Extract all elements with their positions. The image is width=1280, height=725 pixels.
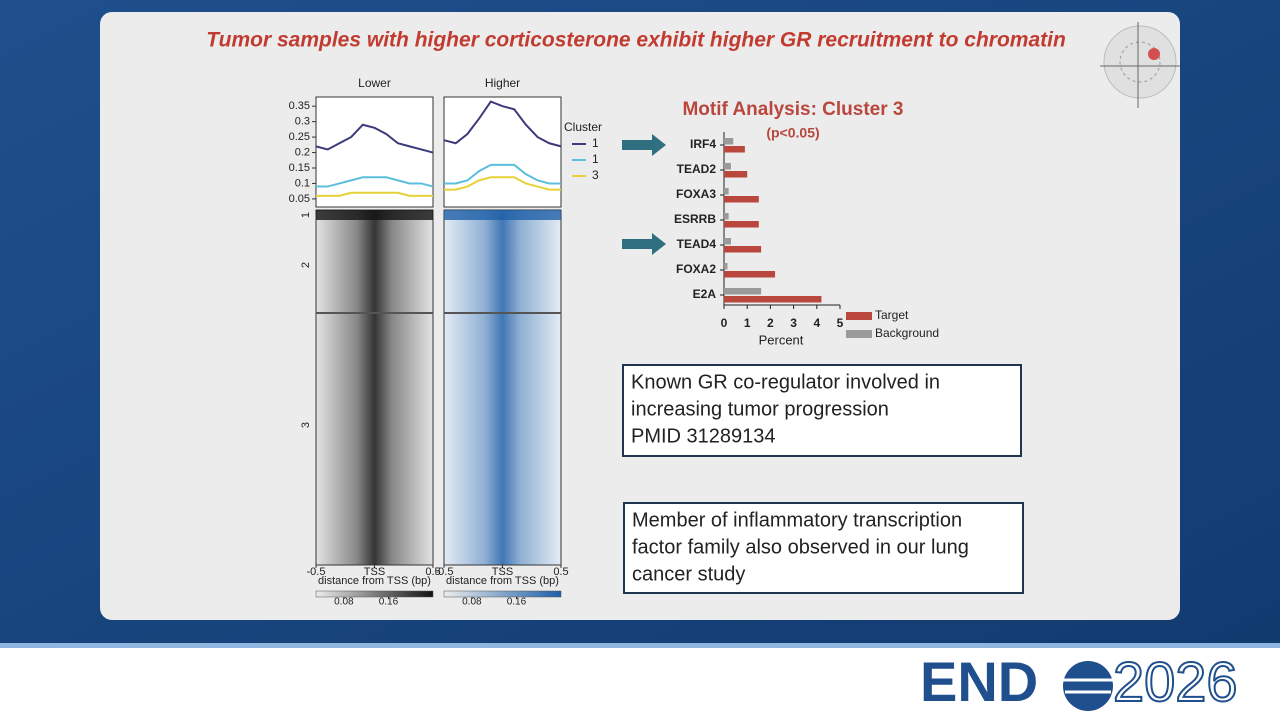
legend-label: Background [875,326,939,340]
colorbar [315,590,434,598]
y-tick-label: 0.15 [289,162,310,174]
x-tick-label: 4 [813,316,820,330]
slide-title: Tumor samples with higher corticosterone… [206,29,1066,52]
x-tick-label: TSS [364,566,385,578]
y-tick-label: 0.05 [289,193,310,205]
colorbar-tick-label: 0.16 [379,597,399,608]
y-tick-label: 0.35 [289,100,310,112]
x-tick-label: 0 [721,316,728,330]
x-tick-label: TSS [492,566,513,578]
legend-label: 1 [592,152,599,166]
bar [724,263,728,270]
bar-title: Motif Analysis: Cluster 3 [682,99,903,120]
cluster-label: 1 [300,212,312,218]
plot-frame [315,96,434,208]
bar-subtitle: (p<0.05) [766,125,819,141]
x-axis-label: distance from TSS (bp) [446,575,559,587]
note-text: increasing tumor progression [631,398,889,420]
bar [724,271,776,278]
y-tick-label: 0.25 [289,131,310,143]
logo-globe [1063,661,1113,711]
category-label: E2A [693,287,717,301]
x-tick-label: 0.5 [425,566,440,578]
bar [724,213,729,220]
logo-left: END [920,650,1038,713]
legend-title: Cluster [564,120,602,134]
note-text: factor family also observed in our lung [632,536,969,558]
bar [724,296,822,303]
legend-label: Target [875,308,909,322]
panel-title: Higher [485,76,520,90]
x-axis-label: distance from TSS (bp) [318,575,431,587]
footer-line [0,643,1280,648]
x-axis-label: Percent [759,332,804,347]
bar [724,196,759,203]
category-label: TEAD2 [677,162,717,176]
x-tick-label: -0.5 [307,566,326,578]
note-text: cancer study [632,563,745,585]
x-tick-label: 5 [837,316,844,330]
x-tick-label: 2 [767,316,774,330]
legend-swatch [846,312,872,320]
x-tick-label: 1 [744,316,751,330]
note-text: Member of inflammatory transcription [632,509,962,531]
profile-line [443,100,562,148]
bar [724,146,745,153]
heatmap-top [444,210,561,220]
plot-frame [443,96,562,208]
colorbar-tick-label: 0.08 [462,597,482,608]
category-label: FOXA2 [676,262,716,276]
profile-line [444,176,561,191]
profile-line [315,123,434,154]
legend-label: 3 [592,168,599,182]
colorbar [443,590,562,598]
note-box [622,364,1022,457]
logo: END 2026 [920,649,1239,714]
x-tick-label: 3 [790,316,797,330]
bar [724,163,731,170]
panel-title: Lower [358,76,391,90]
y-tick-label: 0.2 [295,146,310,158]
corner-icon [1100,22,1180,108]
note-text: Known GR co-regulator involved in [631,371,940,393]
legend-label: 1 [592,136,599,150]
logo-right: 2026 [1113,650,1238,713]
colorbar-tick-label: 0.16 [507,597,527,608]
notes: Known GR co-regulator involved in increas… [622,364,1024,594]
legend-swatch [846,330,872,338]
heatmap-top [316,210,433,220]
profile-line [444,163,561,185]
bar [724,171,748,178]
x-tick-label: 0.5 [553,566,568,578]
profile-line [316,176,434,188]
category-label: ESRRB [674,212,716,226]
category-label: TEAD4 [677,237,717,251]
bar [724,221,759,228]
note-text: PMID 31289134 [631,425,776,447]
x-tick-label: -0.5 [435,566,454,578]
y-tick-label: 0.3 [295,116,310,128]
bar [724,246,762,253]
bar [724,238,731,245]
heatmap [443,209,562,566]
category-label: IRF4 [690,137,716,151]
category-label: FOXA3 [676,187,716,201]
cluster-label: 2 [300,262,312,268]
colorbar-tick-label: 0.08 [334,597,354,608]
arrows [622,134,666,255]
y-tick-label: 0.1 [295,177,310,189]
profile-line [316,191,433,197]
heatmap [315,209,434,566]
bar [724,288,762,295]
bar [724,188,729,195]
note-box [623,502,1024,594]
bar [724,138,734,145]
cluster-label: 3 [300,422,312,428]
